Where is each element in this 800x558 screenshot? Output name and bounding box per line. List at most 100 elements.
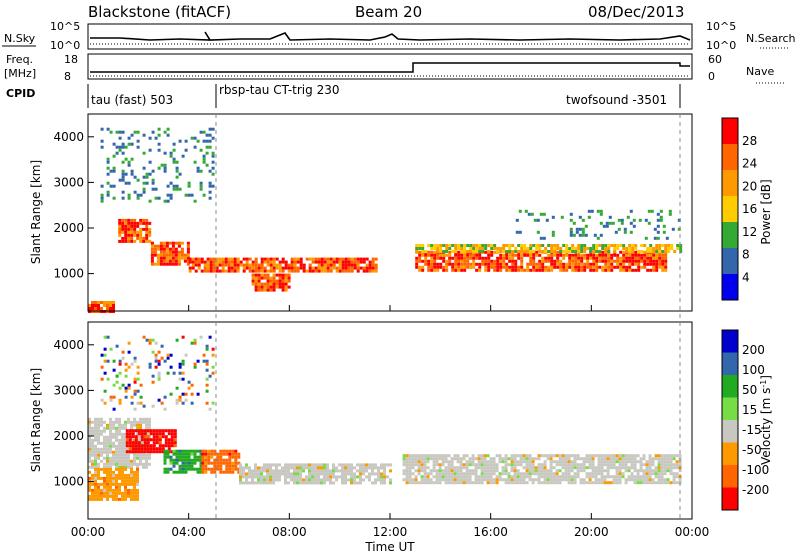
data-cell	[389, 463, 392, 467]
data-cell	[228, 461, 232, 465]
data-cell	[231, 455, 235, 459]
data-cell	[163, 470, 167, 474]
colorbar-tick-label: 200	[742, 343, 765, 357]
data-cell	[663, 472, 667, 476]
data-cell	[103, 462, 106, 466]
data-cell	[154, 341, 158, 345]
data-cell	[88, 494, 91, 498]
data-cell	[121, 444, 124, 448]
noise-sky-line	[90, 31, 691, 41]
data-cell	[562, 244, 566, 247]
data-cell	[201, 452, 205, 456]
data-cell	[115, 429, 118, 433]
data-cell	[103, 347, 107, 351]
data-cell	[639, 466, 643, 470]
data-cell	[338, 266, 342, 270]
data-cell	[630, 457, 634, 461]
data-cell	[513, 475, 517, 479]
data-cell	[332, 463, 335, 467]
data-cell	[118, 491, 121, 495]
data-cell	[508, 247, 512, 250]
data-cell	[210, 455, 214, 459]
colorbar-tick-label: -15	[742, 423, 762, 437]
data-cell	[112, 482, 115, 486]
data-cell	[460, 250, 464, 253]
data-cell	[161, 429, 165, 433]
data-cell	[448, 262, 452, 266]
data-cell	[175, 470, 179, 474]
data-cell	[474, 475, 478, 479]
data-cell	[460, 268, 464, 272]
data-cell	[127, 227, 131, 231]
data-cell	[142, 133, 146, 137]
data-cell	[196, 467, 200, 471]
data-cell	[612, 460, 616, 464]
data-cell	[171, 256, 175, 260]
data-cell	[408, 463, 412, 467]
data-cell	[281, 472, 284, 476]
data-cell	[130, 142, 134, 146]
data-cell	[133, 420, 136, 424]
data-cell	[423, 475, 427, 479]
data-cell	[190, 467, 194, 471]
data-cell	[607, 268, 611, 272]
data-cell	[314, 257, 318, 261]
data-cell	[326, 469, 329, 473]
data-cell	[627, 457, 631, 461]
data-cell	[242, 481, 245, 485]
power-data-cells	[88, 127, 683, 313]
y-tick-label: 2000	[53, 221, 84, 235]
data-cell	[621, 457, 625, 461]
data-cell	[136, 426, 139, 430]
data-cell	[207, 455, 211, 459]
data-cell	[652, 259, 656, 263]
data-cell	[456, 460, 460, 464]
data-cell	[124, 441, 127, 445]
data-cell	[597, 460, 601, 464]
data-cell	[237, 467, 241, 471]
data-cell	[112, 476, 115, 480]
data-cell	[115, 456, 118, 460]
data-cell	[453, 472, 457, 476]
data-cell	[465, 466, 469, 470]
data-cell	[474, 481, 478, 485]
data-cell	[106, 160, 110, 164]
data-cell	[130, 426, 133, 430]
data-cell	[204, 455, 208, 459]
data-cell	[148, 338, 152, 342]
data-cell	[625, 250, 629, 253]
data-cell	[444, 478, 448, 482]
data-cell	[649, 259, 653, 263]
data-cell	[130, 172, 134, 176]
freq-panel: 18 8 60 0	[64, 53, 722, 83]
data-cell	[171, 250, 175, 254]
data-cell	[426, 457, 430, 461]
data-cell	[311, 269, 315, 273]
data-cell	[535, 265, 539, 269]
data-cell	[350, 475, 353, 479]
data-cell	[112, 491, 115, 495]
data-cell	[486, 460, 490, 464]
data-cell	[121, 456, 124, 460]
data-cell	[308, 472, 311, 476]
data-cell	[183, 259, 187, 263]
data-cell	[91, 465, 94, 469]
data-cell	[620, 221, 624, 225]
data-cell	[356, 469, 359, 473]
data-cell	[199, 181, 203, 185]
data-cell	[672, 454, 676, 458]
data-cell	[91, 488, 94, 492]
data-cell	[457, 259, 461, 263]
data-cell	[456, 466, 460, 470]
data-cell	[159, 250, 163, 254]
data-cell	[124, 157, 128, 161]
data-cell	[660, 475, 664, 479]
data-cell	[505, 250, 509, 253]
data-cell	[152, 432, 156, 436]
data-cell	[296, 469, 299, 473]
data-cell	[447, 478, 451, 482]
data-cell	[612, 475, 616, 479]
data-cell	[529, 256, 533, 260]
data-cell	[208, 374, 212, 378]
data-cell	[263, 475, 266, 479]
